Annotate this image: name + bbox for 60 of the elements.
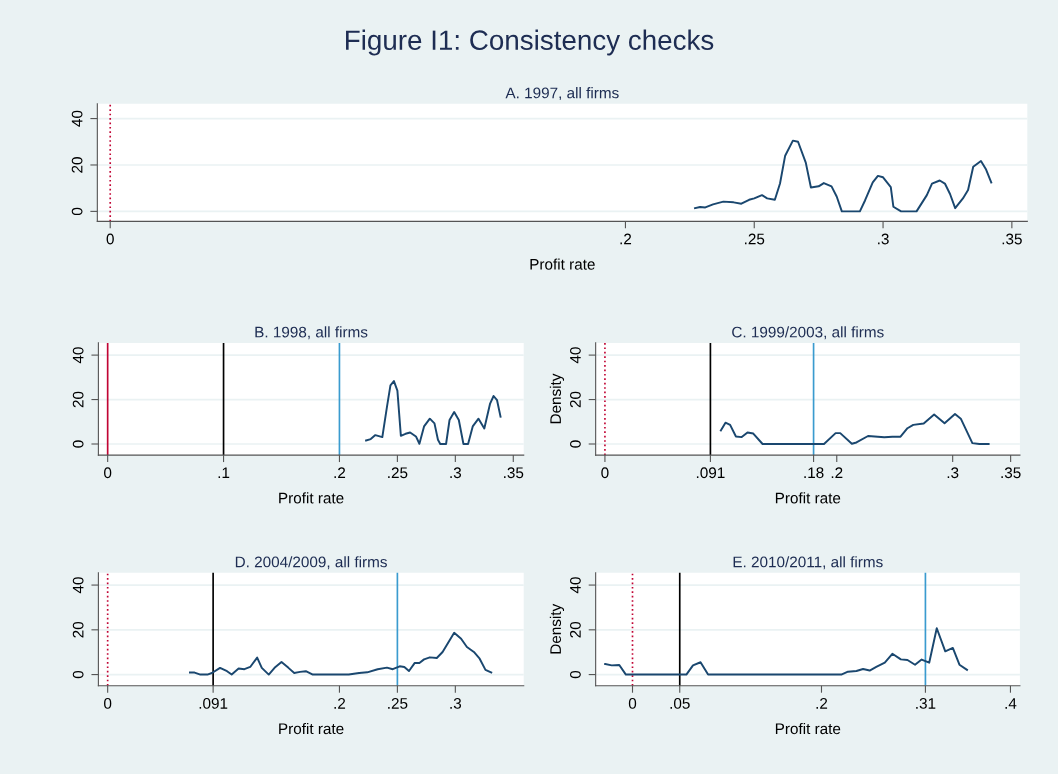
chart-title: C. 1999/2003, all firms bbox=[732, 326, 884, 340]
y-tick-label: 20 bbox=[72, 621, 84, 638]
y-tick-label: 40 bbox=[570, 347, 581, 364]
y-tick-label: 0 bbox=[570, 670, 581, 679]
x-tick-label: 0 bbox=[601, 467, 609, 479]
x-tick-label: .2 bbox=[831, 467, 843, 478]
y-tick-label: 0 bbox=[570, 440, 581, 448]
x-tick-label: .35 bbox=[1001, 467, 1021, 479]
x-tick-label: .1 bbox=[218, 467, 230, 478]
y-axis-title: Density bbox=[549, 373, 565, 424]
chart-subtitle: A. 1997, all firms bbox=[505, 87, 619, 101]
line-series bbox=[365, 380, 502, 445]
y-tick-label: 0 bbox=[72, 440, 84, 448]
x-tick-label: .25 bbox=[745, 233, 765, 245]
x-tick-label: .3 bbox=[450, 697, 462, 709]
chart-title: B. 1998, all firms bbox=[255, 326, 368, 340]
x-tick-label: .25 bbox=[388, 697, 408, 709]
y-tick-label: 0 bbox=[71, 207, 83, 216]
y-tick-label: 40 bbox=[71, 110, 83, 127]
y-axis-title: Density bbox=[549, 603, 565, 654]
x-tick-label: .35 bbox=[504, 467, 524, 479]
y-tick-label: 0 bbox=[72, 670, 84, 679]
x-tick-label: .3 bbox=[947, 467, 959, 479]
y-tick-label: 20 bbox=[570, 391, 581, 408]
x-tick-label: .2 bbox=[816, 697, 828, 709]
line-series bbox=[604, 627, 968, 676]
chart-title: E. 2010/2011, all firms bbox=[733, 556, 883, 570]
y-tick-label: 20 bbox=[72, 391, 84, 408]
line-series bbox=[188, 631, 493, 676]
x-tick-label: .2 bbox=[620, 233, 632, 245]
x-tick-label: .3 bbox=[450, 467, 462, 479]
x-tick-label: 0 bbox=[104, 697, 112, 709]
y-tick-label: 40 bbox=[72, 347, 84, 364]
y-tick-label: 40 bbox=[72, 577, 84, 594]
x-tick-label: .2 bbox=[334, 697, 346, 709]
line-series bbox=[719, 413, 990, 445]
chart-title: Figure I1: Consistency checks bbox=[346, 29, 714, 56]
x-axis-title: Profit rate bbox=[775, 492, 841, 504]
x-axis-title: Profit rate bbox=[530, 258, 595, 270]
x-tick-label: .091 bbox=[696, 467, 725, 479]
y-tick-label: 20 bbox=[71, 157, 83, 173]
x-axis-title: Profit rate bbox=[775, 722, 841, 735]
x-tick-label: .3 bbox=[878, 233, 889, 245]
x-tick-label: 0 bbox=[104, 467, 112, 479]
x-tick-label: .091 bbox=[199, 697, 228, 709]
x-tick-label: .31 bbox=[916, 697, 936, 709]
x-tick-label: .4 bbox=[1005, 698, 1017, 709]
chart-title: D. 2004/2009, all firms bbox=[235, 556, 387, 570]
x-tick-label: .05 bbox=[670, 697, 690, 709]
y-tick-label: 20 bbox=[570, 621, 581, 638]
x-tick-label: .2 bbox=[334, 467, 346, 478]
x-axis-title: Profit rate bbox=[279, 722, 344, 735]
x-axis-title: Profit rate bbox=[279, 492, 344, 504]
line-series bbox=[694, 139, 993, 213]
x-tick-label: 0 bbox=[106, 233, 114, 245]
x-tick-label: .25 bbox=[388, 467, 408, 479]
x-tick-label: .35 bbox=[1002, 233, 1022, 245]
x-tick-label: 0 bbox=[628, 697, 637, 709]
x-tick-label: .18 bbox=[804, 467, 824, 479]
y-tick-label: 40 bbox=[570, 577, 581, 594]
